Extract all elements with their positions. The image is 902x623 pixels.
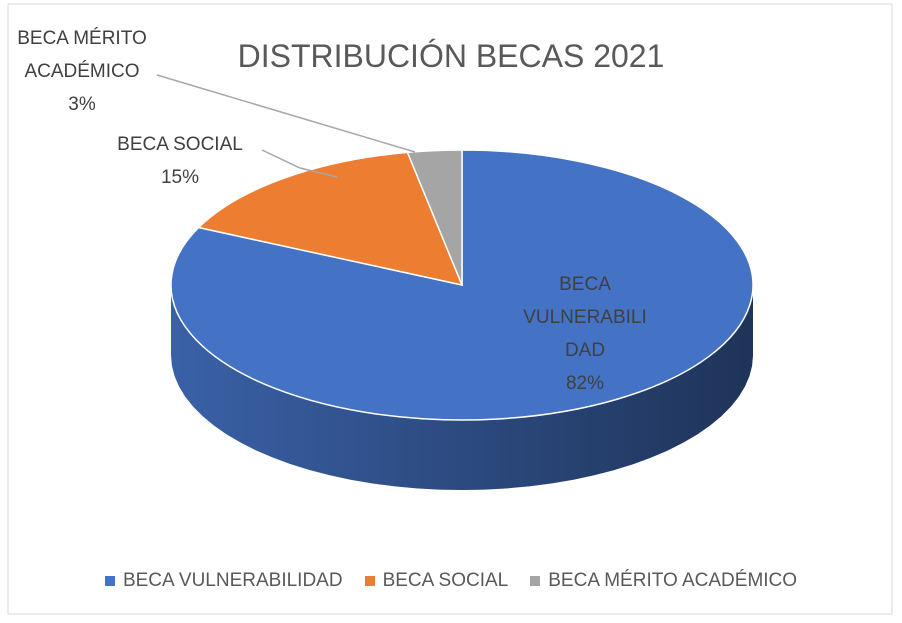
slice-side-shade [171,285,753,490]
chart-title: DISTRIBUCIÓN BECAS 2021 [237,38,665,74]
data-label: BECA VULNERABILIDAD 82% [520,268,650,400]
slice [197,151,464,287]
legend-label: BECA MÉRITO ACADÉMICO [548,570,798,591]
data-label: BECA MÉRITO ACADÉMICO 3% [12,22,152,121]
leader-line [156,74,416,153]
legend-swatch [530,576,541,586]
data-label-value: 15% [160,167,200,188]
data-label-category: BECA VULNERABILIDAD [523,274,647,361]
legend-item: BECA SOCIAL [364,570,509,592]
leader-line [261,149,338,178]
legend: BECA VULNERABILIDAD BECA SOCIAL BECA MÉRIT… [0,570,902,592]
legend-item: BECA VULNERABILIDAD [104,570,343,592]
data-label-value: 82% [565,373,605,394]
legend-swatch [364,576,375,586]
data-label-category: BECA SOCIAL [117,134,243,155]
slice [170,149,754,421]
slice [406,149,463,286]
data-label: BECA SOCIAL 15% [100,128,260,194]
legend-label: BECA VULNERABILIDAD [122,570,343,591]
legend-swatch [104,576,115,586]
data-label-category: BECA MÉRITO ACADÉMICO [17,28,147,82]
pie [170,149,754,490]
data-label-value: 3% [68,94,96,115]
legend-label: BECA SOCIAL [382,570,509,591]
legend-item: BECA MÉRITO ACADÉMICO [530,570,797,592]
